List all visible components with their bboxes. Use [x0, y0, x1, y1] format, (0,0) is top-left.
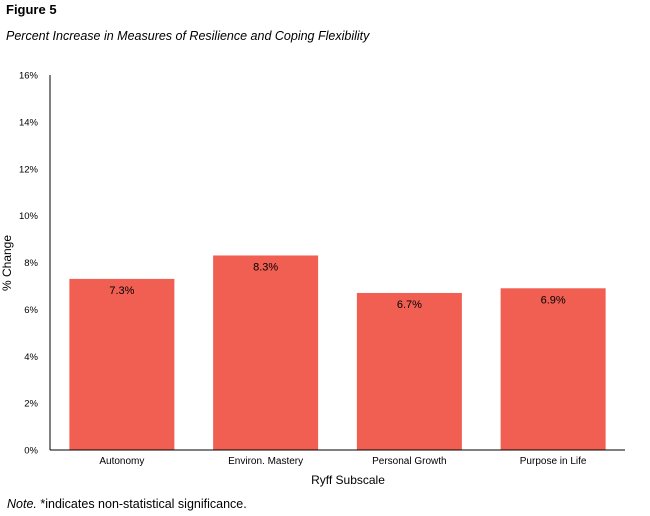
- bar-value-label: 7.3%: [109, 285, 134, 297]
- y-tick-label: 12%: [19, 164, 39, 175]
- y-axis-label: % Change: [0, 235, 14, 291]
- y-tick-label: 14%: [19, 117, 39, 128]
- y-tick-label: 16%: [19, 71, 39, 82]
- bar-value-label: 6.7%: [397, 299, 422, 311]
- figure-label: Figure 5: [6, 2, 57, 17]
- y-tick-label: 2%: [24, 399, 38, 410]
- bars-group: [69, 255, 606, 450]
- bar-value-label: 8.3%: [253, 261, 278, 273]
- x-tick-label: Purpose in Life: [520, 456, 587, 467]
- figure-title: Percent Increase in Measures of Resilien…: [6, 29, 370, 43]
- bar-1: [69, 278, 175, 450]
- bar-4: [500, 288, 606, 450]
- figure-note: Note. *indicates non-statistical signifi…: [7, 497, 247, 511]
- axes-group: [49, 75, 625, 451]
- x-tick-label: Autonomy: [99, 456, 144, 467]
- y-tick-label: 10%: [19, 211, 39, 222]
- bar-2: [213, 255, 319, 450]
- y-tick-label: 4%: [24, 352, 38, 363]
- bar-3: [356, 292, 462, 450]
- bar-value-label: 6.9%: [541, 294, 566, 306]
- y-tick-label: 0%: [24, 446, 38, 457]
- bar-labels-group: 7.3% 8.3% 6.7% 6.9%: [109, 261, 566, 311]
- x-ticks-group: Autonomy Environ. Mastery Personal Growth P…: [99, 456, 587, 467]
- y-tick-label: 8%: [24, 258, 38, 269]
- note-prefix: Note.: [7, 497, 37, 511]
- x-axis-label: Ryff Subscale: [311, 473, 385, 487]
- x-tick-label: Environ. Mastery: [228, 456, 303, 467]
- y-ticks-group: 0% 2% 4% 6% 8% 10% 12% 14% 16%: [19, 71, 39, 457]
- y-tick-label: 6%: [24, 305, 38, 316]
- note-text: *indicates non-statistical significance.: [36, 497, 247, 511]
- x-tick-label: Personal Growth: [372, 456, 446, 467]
